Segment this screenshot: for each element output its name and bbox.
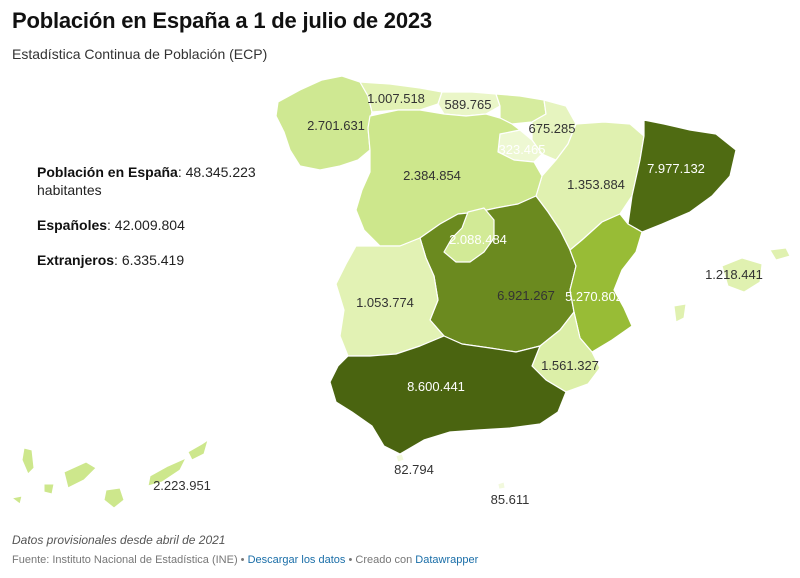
region-andalucia[interactable] bbox=[329, 335, 567, 455]
stat-total-label: Población en España bbox=[37, 164, 178, 180]
region-canarias-group bbox=[10, 438, 209, 509]
footnote: Datos provisionales desde abril de 2021 bbox=[12, 533, 226, 547]
source-mid: • Creado con bbox=[345, 554, 416, 566]
region-canarias-lapalma[interactable] bbox=[21, 447, 35, 475]
region-valenciana[interactable] bbox=[569, 213, 643, 353]
summary-stats: Población en España: 48.345.223 habitant… bbox=[37, 163, 277, 286]
region-madrid[interactable] bbox=[443, 207, 495, 263]
region-canarias-tenerife[interactable] bbox=[63, 461, 97, 489]
stat-spaniards: Españoles: 42.009.804 bbox=[37, 216, 277, 234]
label-canarias: 2.223.951 bbox=[153, 478, 211, 493]
label-madrid: 2.088.484 bbox=[449, 232, 507, 247]
label-cataluna: 7.977.132 bbox=[647, 161, 705, 176]
region-canarias-gomera[interactable] bbox=[43, 483, 55, 495]
label-aragon: 1.353.884 bbox=[567, 177, 625, 192]
region-cataluna[interactable] bbox=[627, 119, 737, 233]
region-canarias-fuerteventura[interactable] bbox=[147, 456, 188, 487]
datawrapper-link[interactable]: Datawrapper bbox=[415, 554, 479, 566]
download-data-link[interactable]: Descargar los datos bbox=[247, 554, 346, 566]
label-cantabria: 589.765 bbox=[445, 97, 492, 112]
region-asturias[interactable] bbox=[359, 81, 443, 113]
source-line: Fuente: Instituto Nacional de Estadístic… bbox=[12, 554, 478, 566]
label-asturias: 1.007.518 bbox=[367, 91, 425, 106]
region-canarias-hierro[interactable] bbox=[10, 495, 23, 505]
label-extremadura: 1.053.774 bbox=[356, 295, 414, 310]
label-castilla-y-leon: 2.384.854 bbox=[403, 168, 461, 183]
region-canarias-lanzarote[interactable] bbox=[187, 438, 209, 461]
stat-foreigners-label: Extranjeros bbox=[37, 252, 115, 268]
label-valenciana: 5.270.802 bbox=[565, 289, 623, 304]
label-melilla: 85.611 bbox=[491, 492, 530, 507]
region-baleares-group bbox=[673, 247, 791, 323]
stat-foreigners: Extranjeros: 6.335.419 bbox=[37, 251, 277, 269]
label-baleares: 1.218.441 bbox=[705, 267, 763, 282]
label-castilla-la-mancha: 6.921.267 bbox=[497, 288, 555, 303]
label-galicia: 2.701.631 bbox=[307, 118, 365, 133]
stat-foreigners-value: : 6.335.419 bbox=[114, 252, 185, 268]
region-baleares-menorca[interactable] bbox=[769, 247, 791, 261]
region-melilla[interactable] bbox=[497, 481, 506, 490]
region-baleares-mallorca[interactable] bbox=[721, 257, 763, 293]
label-murcia: 1.561.327 bbox=[541, 358, 599, 373]
label-ceuta: 82.794 bbox=[394, 462, 434, 477]
region-canarias-grancanaria[interactable] bbox=[103, 487, 125, 509]
label-navarra: 675.285 bbox=[529, 121, 576, 136]
stat-spaniards-value: : 42.009.804 bbox=[107, 217, 185, 233]
stat-total: Población en España: 48.345.223 habitant… bbox=[37, 163, 277, 199]
stat-spaniards-label: Españoles bbox=[37, 217, 108, 233]
label-andalucia: 8.600.441 bbox=[407, 379, 465, 394]
source-text: Fuente: Instituto Nacional de Estadístic… bbox=[12, 554, 248, 566]
chart-title: Población en España a 1 de julio de 2023 bbox=[12, 8, 432, 33]
chart-subtitle: Estadística Continua de Población (ECP) bbox=[12, 46, 268, 62]
label-la-rioja: 323.465 bbox=[499, 142, 546, 157]
region-baleares-ibiza[interactable] bbox=[673, 303, 687, 323]
stat-total-value: : 48.345.223 habitantes bbox=[37, 164, 256, 198]
region-navarra[interactable] bbox=[531, 99, 577, 161]
region-ceuta[interactable] bbox=[395, 453, 405, 463]
